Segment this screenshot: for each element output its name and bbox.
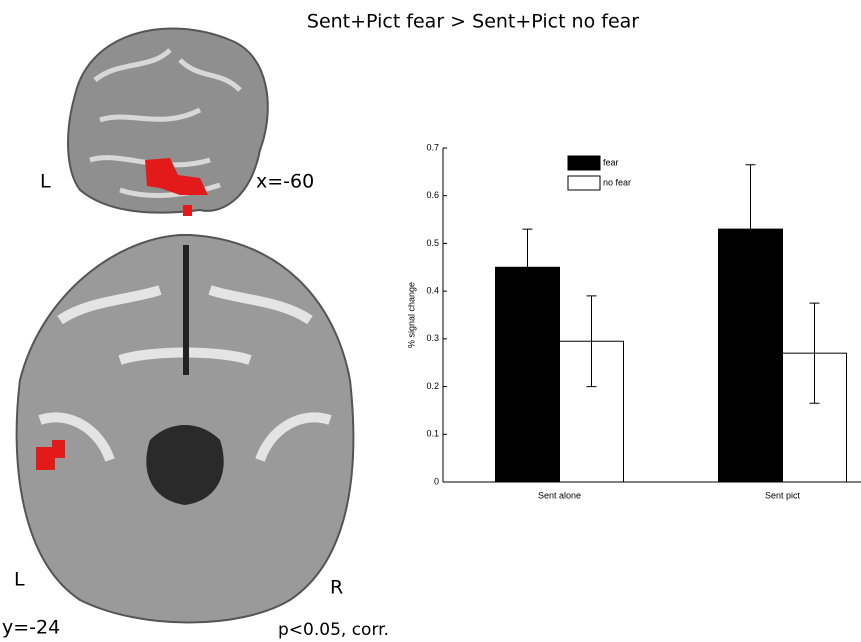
y-tick-label: 0.1 bbox=[426, 429, 439, 439]
y-tick-label: 0.2 bbox=[426, 381, 439, 391]
y-tick-label: 0.5 bbox=[426, 238, 439, 248]
axial-brain bbox=[17, 235, 354, 623]
legend-label: fear bbox=[603, 157, 619, 167]
side-label: L bbox=[14, 569, 25, 591]
y-tick-label: 0.7 bbox=[426, 142, 439, 152]
sagittal-brain bbox=[68, 29, 268, 216]
y-axis-label: % signal change bbox=[406, 282, 416, 348]
legend-swatch bbox=[568, 156, 600, 170]
y-tick-label: 0 bbox=[434, 476, 439, 486]
y-tick-label: 0.4 bbox=[426, 286, 439, 296]
legend-label: no fear bbox=[603, 177, 631, 187]
x-tick-label: Sent alone bbox=[538, 490, 581, 500]
slice-label: y=-24 bbox=[2, 617, 60, 639]
side-label: R bbox=[330, 577, 343, 599]
legend-swatch bbox=[568, 176, 600, 190]
y-tick-label: 0.3 bbox=[426, 333, 439, 343]
y-tick-label: 0.6 bbox=[426, 190, 439, 200]
page: Sent+Pict fear > Sent+Pict no fear L x=-… bbox=[0, 0, 861, 642]
figure-title: Sent+Pict fear > Sent+Pict no fear bbox=[307, 11, 639, 33]
figure: Sent+Pict fear > Sent+Pict no fear L x=-… bbox=[0, 0, 861, 642]
threshold-label: p<0.05, corr. bbox=[278, 620, 389, 640]
slice-label: x=-60 bbox=[256, 171, 314, 193]
x-tick-label: Sent pict bbox=[765, 490, 801, 500]
side-label: L bbox=[40, 171, 51, 193]
